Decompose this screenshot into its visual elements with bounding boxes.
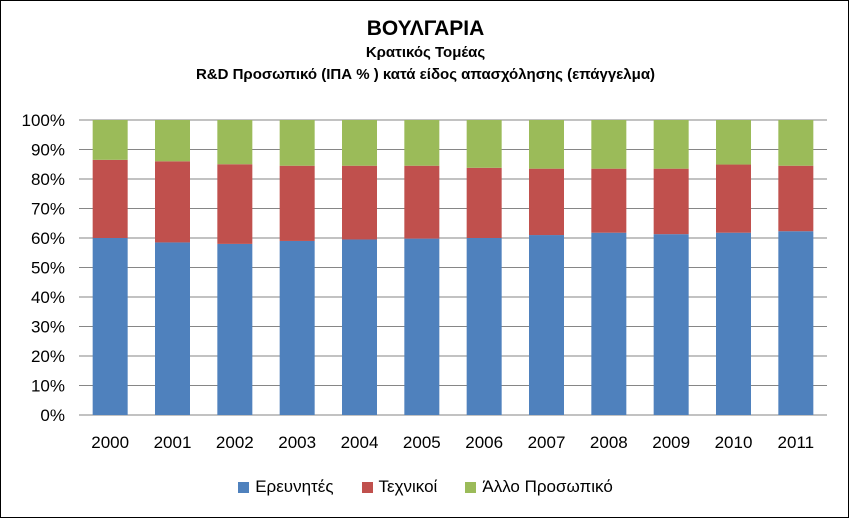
- legend-swatch: [465, 481, 477, 493]
- bar-segment: [404, 120, 440, 166]
- bar-segment: [342, 239, 377, 415]
- bar-segment: [778, 120, 814, 166]
- bar-segment: [92, 159, 128, 238]
- legend-label: Τεχνικοί: [378, 477, 438, 496]
- bar-segment: [529, 235, 564, 415]
- x-tick-label: 2008: [590, 433, 628, 452]
- legend-label: Ερευνητές: [255, 477, 334, 496]
- bar-segment: [591, 168, 627, 233]
- bar-segment: [217, 164, 253, 244]
- bar-segment: [466, 120, 502, 168]
- bar-segment: [92, 238, 128, 415]
- bar-segment: [466, 167, 502, 238]
- chart-subtitle: Κρατικός Τομέας: [365, 44, 486, 61]
- bar-segment: [529, 120, 564, 169]
- chart-title: ΒΟΥΛΓΑΡΙΑ: [366, 17, 485, 40]
- bar-segment: [529, 168, 564, 236]
- bar-segment: [466, 238, 502, 415]
- bar-segment: [778, 231, 814, 415]
- y-tick-label: 70%: [31, 200, 65, 219]
- y-tick-label: 40%: [31, 288, 65, 307]
- legend-item: Τεχνικοί: [361, 477, 438, 497]
- bar-segment: [155, 161, 190, 243]
- bar-segment: [155, 120, 190, 162]
- y-tick-label: 50%: [31, 259, 65, 278]
- chart-titles: ΒΟΥΛΓΑΡΙΑ Κρατικός Τομέας R&D Προσωπικό …: [1, 15, 848, 86]
- chart-legend: Ερευνητές Τεχνικοί Άλλο Προσωπικό: [1, 477, 848, 497]
- bar-segment: [591, 120, 627, 169]
- y-tick-label: 60%: [31, 229, 65, 248]
- bar-segment: [716, 120, 751, 165]
- y-tick-label: 30%: [31, 318, 65, 337]
- chart-subtitle-2: R&D Προσωπικό (ΙΠΑ % ) κατά είδος απασχό…: [195, 66, 656, 83]
- legend-label: Άλλο Προσωπικό: [482, 477, 613, 496]
- bar-segment: [279, 240, 315, 415]
- y-tick-label: 100%: [22, 111, 65, 130]
- bar-segment: [653, 168, 689, 235]
- x-tick-label: 2003: [278, 433, 316, 452]
- bar-segment: [342, 120, 377, 166]
- bar-segment: [217, 120, 253, 165]
- y-tick-label: 20%: [31, 347, 65, 366]
- bar-segment: [279, 120, 315, 166]
- x-tick-label: 2011: [778, 433, 815, 452]
- bar-segment: [342, 165, 377, 240]
- x-tick-label: 2001: [154, 433, 192, 452]
- x-tick-label: 2009: [652, 433, 690, 452]
- legend-swatch: [361, 481, 373, 493]
- legend-item: Ερευνητές: [238, 477, 334, 497]
- bar-segment: [591, 232, 627, 415]
- legend-swatch: [238, 481, 250, 493]
- bar-segment: [716, 164, 751, 233]
- bar-segment: [404, 165, 440, 239]
- y-tick-label: 0%: [40, 406, 65, 425]
- bar-segment: [653, 120, 689, 169]
- x-tick-label: 2007: [528, 433, 566, 452]
- x-tick-label: 2006: [465, 433, 503, 452]
- y-tick-label: 90%: [31, 141, 65, 160]
- bar-segment: [653, 234, 689, 415]
- bar-segment: [217, 243, 253, 415]
- bar-segment: [778, 165, 814, 232]
- x-tick-label: 2005: [403, 433, 441, 452]
- bar-segment: [155, 242, 190, 415]
- y-tick-label: 80%: [31, 170, 65, 189]
- x-tick-label: 2002: [216, 433, 254, 452]
- x-tick-label: 2004: [341, 433, 379, 452]
- bar-segment: [92, 120, 128, 160]
- x-tick-label: 2010: [715, 433, 753, 452]
- bar-segment: [404, 238, 440, 415]
- x-tick-label: 2000: [91, 433, 129, 452]
- y-tick-label: 10%: [31, 377, 65, 396]
- bar-segment: [279, 165, 315, 241]
- legend-item: Άλλο Προσωπικό: [465, 477, 613, 497]
- bar-segment: [716, 232, 751, 415]
